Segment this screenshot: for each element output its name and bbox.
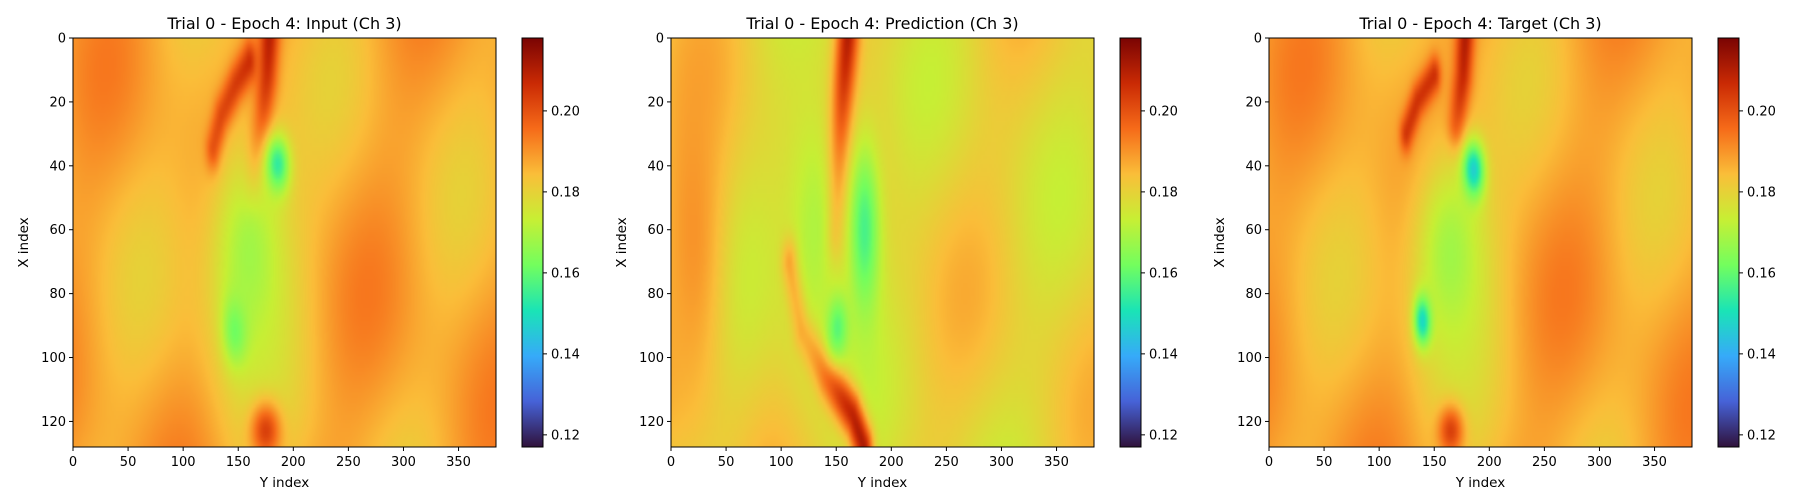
y-tick-label: 80 xyxy=(647,287,664,302)
x-tick-label: 350 xyxy=(1642,455,1667,470)
heatmap-panel-3: Trial 0 - Epoch 4: Target (Ch 3) 0 50 100 15… xyxy=(1212,14,1776,491)
colorbar-tick-label: 0.20 xyxy=(1149,104,1178,119)
y-axis-label: X index xyxy=(614,217,630,267)
plot-frame xyxy=(1268,37,1693,448)
chart-title: Trial 0 - Epoch 4: Target (Ch 3) xyxy=(1358,14,1601,33)
colorbar-tick-label: 0.20 xyxy=(1747,104,1776,119)
x-tick-label: 50 xyxy=(1316,455,1333,470)
y-tick-label: 0 xyxy=(58,32,66,47)
colorbar-tick-label: 0.16 xyxy=(1149,266,1178,281)
heatmap-image xyxy=(1269,38,1692,447)
x-tick-label: 100 xyxy=(171,455,196,470)
heatmap-image xyxy=(73,38,496,447)
y-axis-label: X index xyxy=(1212,217,1228,267)
colorbar-tick-label: 0.12 xyxy=(1149,428,1178,443)
x-axis-label: Y index xyxy=(1455,475,1505,491)
y-axis-label: X index xyxy=(16,217,32,267)
y-tick-label: 60 xyxy=(49,223,66,238)
x-tick-label: 250 xyxy=(934,455,959,470)
y-tick-label: 40 xyxy=(1245,159,1262,174)
x-tick-label: 300 xyxy=(989,455,1014,470)
x-tick-label: 300 xyxy=(391,455,416,470)
colorbar-tick-label: 0.14 xyxy=(1149,347,1178,362)
y-tick-label: 0 xyxy=(656,32,664,47)
x-axis-label: Y index xyxy=(259,475,309,491)
x-tick-label: 50 xyxy=(120,455,137,470)
colorbar-tick-label: 0.16 xyxy=(1747,266,1776,281)
chart-title: Trial 0 - Epoch 4: Input (Ch 3) xyxy=(166,14,401,33)
plot-frame xyxy=(72,37,497,448)
x-tick-label: 300 xyxy=(1587,455,1612,470)
y-tick-label: 0 xyxy=(1254,32,1262,47)
x-tick-label: 250 xyxy=(336,455,361,470)
x-tick-label: 150 xyxy=(226,455,251,470)
y-tick-label: 100 xyxy=(1237,351,1262,366)
colorbar xyxy=(522,38,543,447)
chart-title: Trial 0 - Epoch 4: Prediction (Ch 3) xyxy=(745,14,1018,33)
colorbar-tick-label: 0.20 xyxy=(551,104,580,119)
x-tick-label: 250 xyxy=(1532,455,1557,470)
y-tick-label: 40 xyxy=(647,159,664,174)
x-tick-label: 200 xyxy=(281,455,306,470)
colorbar-frame xyxy=(1717,37,1740,448)
colorbar-tick-label: 0.18 xyxy=(1149,185,1178,200)
x-tick-label: 350 xyxy=(446,455,471,470)
y-tick-label: 80 xyxy=(1245,287,1262,302)
x-tick-label: 150 xyxy=(824,455,849,470)
colorbar-tick-label: 0.18 xyxy=(1747,185,1776,200)
x-tick-label: 0 xyxy=(667,455,675,470)
x-tick-label: 350 xyxy=(1044,455,1069,470)
y-tick-label: 100 xyxy=(639,351,664,366)
y-tick-label: 60 xyxy=(1245,223,1262,238)
heatmap-panel-1: Trial 0 - Epoch 4: Input (Ch 3) 0 50 100 150… xyxy=(16,14,580,491)
heatmap-image xyxy=(671,38,1094,447)
x-tick-label: 100 xyxy=(769,455,794,470)
y-tick-label: 20 xyxy=(647,95,664,110)
colorbar-tick-label: 0.16 xyxy=(551,266,580,281)
x-tick-label: 200 xyxy=(879,455,904,470)
x-tick-label: 150 xyxy=(1422,455,1447,470)
x-tick-label: 50 xyxy=(718,455,735,470)
x-tick-label: 200 xyxy=(1477,455,1502,470)
y-tick-label: 20 xyxy=(1245,95,1262,110)
colorbar-frame xyxy=(521,37,544,448)
heatmap-panel-2: Trial 0 - Epoch 4: Prediction (Ch 3) 0 50 1… xyxy=(614,14,1178,491)
colorbar-tick-label: 0.12 xyxy=(551,428,580,443)
colorbar xyxy=(1120,38,1141,447)
colorbar-tick-label: 0.12 xyxy=(1747,428,1776,443)
colorbar-tick-label: 0.14 xyxy=(551,347,580,362)
colorbar-frame xyxy=(1119,37,1142,448)
y-tick-label: 120 xyxy=(41,415,66,430)
plot-frame xyxy=(670,37,1095,448)
colorbar-tick-label: 0.14 xyxy=(1747,347,1776,362)
y-tick-label: 120 xyxy=(639,415,664,430)
colorbar-tick-label: 0.18 xyxy=(551,185,580,200)
x-axis-label: Y index xyxy=(857,475,907,491)
colorbar xyxy=(1718,38,1739,447)
y-tick-label: 40 xyxy=(49,159,66,174)
y-tick-label: 80 xyxy=(49,287,66,302)
x-tick-label: 100 xyxy=(1367,455,1392,470)
y-tick-label: 100 xyxy=(41,351,66,366)
y-tick-label: 120 xyxy=(1237,415,1262,430)
x-tick-label: 0 xyxy=(1265,455,1273,470)
x-tick-label: 0 xyxy=(69,455,77,470)
y-tick-label: 60 xyxy=(647,223,664,238)
y-tick-label: 20 xyxy=(49,95,66,110)
